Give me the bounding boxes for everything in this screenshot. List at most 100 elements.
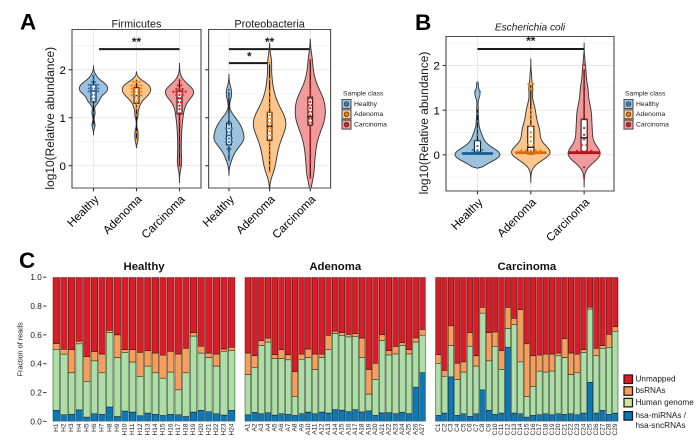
svg-text:A22: A22 bbox=[386, 423, 393, 435]
svg-text:2: 2 bbox=[59, 65, 65, 77]
svg-text:H6: H6 bbox=[91, 423, 98, 432]
svg-text:1: 1 bbox=[59, 113, 65, 125]
svg-text:Carcinoma: Carcinoma bbox=[636, 121, 669, 128]
svg-text:A18: A18 bbox=[359, 423, 366, 435]
svg-text:A26: A26 bbox=[412, 423, 419, 435]
svg-text:C14: C14 bbox=[517, 423, 524, 435]
svg-text:A2: A2 bbox=[251, 423, 258, 431]
svg-text:C27: C27 bbox=[599, 423, 606, 435]
svg-text:A10: A10 bbox=[305, 423, 312, 435]
svg-text:H3: H3 bbox=[68, 423, 75, 432]
svg-text:0: 0 bbox=[59, 161, 65, 173]
svg-text:C11: C11 bbox=[498, 423, 505, 435]
svg-text:C17: C17 bbox=[536, 423, 543, 435]
svg-text:A4: A4 bbox=[265, 423, 272, 431]
svg-text:C22: C22 bbox=[568, 423, 575, 435]
svg-text:A8: A8 bbox=[292, 423, 299, 431]
svg-text:Sample class: Sample class bbox=[343, 90, 384, 97]
svg-text:A12: A12 bbox=[318, 423, 325, 435]
svg-text:A11: A11 bbox=[312, 423, 319, 434]
svg-text:C21: C21 bbox=[561, 423, 568, 435]
svg-text:A17: A17 bbox=[352, 423, 359, 435]
svg-text:C3: C3 bbox=[448, 423, 455, 432]
svg-text:C29: C29 bbox=[612, 423, 619, 435]
svg-text:Healthy: Healthy bbox=[124, 261, 166, 273]
svg-text:B: B bbox=[415, 10, 431, 35]
svg-text:C28: C28 bbox=[606, 423, 613, 435]
svg-text:C5: C5 bbox=[460, 423, 467, 432]
svg-text:hsa-miRNAs /: hsa-miRNAs / bbox=[636, 411, 687, 420]
svg-text:Sample class: Sample class bbox=[625, 90, 666, 97]
svg-text:H23: H23 bbox=[221, 423, 228, 435]
svg-text:Adenoma: Adenoma bbox=[309, 261, 362, 273]
svg-text:Human genome: Human genome bbox=[636, 398, 695, 407]
svg-text:1.0: 1.0 bbox=[30, 273, 42, 282]
svg-text:H15: H15 bbox=[160, 423, 167, 435]
svg-text:H13: H13 bbox=[144, 423, 151, 435]
svg-text:H8: H8 bbox=[106, 423, 113, 432]
svg-text:A1: A1 bbox=[245, 423, 252, 431]
svg-text:H21: H21 bbox=[205, 423, 212, 435]
svg-text:C26: C26 bbox=[593, 423, 600, 435]
svg-text:Healthy: Healthy bbox=[636, 101, 660, 108]
svg-text:A24: A24 bbox=[399, 423, 406, 435]
svg-text:C10: C10 bbox=[492, 423, 499, 435]
svg-text:H7: H7 bbox=[99, 423, 106, 432]
svg-text:A19: A19 bbox=[365, 423, 372, 435]
svg-text:H14: H14 bbox=[152, 423, 159, 435]
svg-text:H5: H5 bbox=[83, 423, 90, 432]
svg-text:**: ** bbox=[265, 35, 275, 49]
svg-text:C18: C18 bbox=[542, 423, 549, 435]
svg-text:Fraction of reads: Fraction of reads bbox=[16, 322, 25, 377]
svg-text:hsa-sncRNAs: hsa-sncRNAs bbox=[636, 421, 686, 430]
svg-text:A23: A23 bbox=[392, 423, 399, 435]
svg-text:H20: H20 bbox=[198, 423, 205, 435]
svg-text:H19: H19 bbox=[190, 423, 197, 435]
svg-text:H12: H12 bbox=[137, 423, 144, 435]
svg-text:Healthy: Healthy bbox=[354, 101, 378, 108]
svg-text:H10: H10 bbox=[122, 423, 129, 435]
svg-text:*: * bbox=[247, 49, 252, 63]
svg-text:Firmicutes: Firmicutes bbox=[112, 18, 163, 30]
svg-text:C: C bbox=[19, 248, 35, 273]
svg-text:A5: A5 bbox=[271, 423, 278, 431]
svg-text:0.6: 0.6 bbox=[30, 331, 42, 340]
svg-text:C8: C8 bbox=[479, 423, 486, 432]
svg-text:0: 0 bbox=[433, 150, 439, 162]
svg-text:C13: C13 bbox=[511, 423, 518, 435]
svg-text:C2: C2 bbox=[441, 423, 448, 432]
svg-text:C16: C16 bbox=[530, 423, 537, 435]
svg-text:0.0: 0.0 bbox=[30, 417, 42, 426]
svg-text:A15: A15 bbox=[339, 423, 346, 435]
svg-text:C9: C9 bbox=[486, 423, 493, 432]
svg-text:A20: A20 bbox=[372, 423, 379, 435]
svg-text:H4: H4 bbox=[76, 423, 83, 432]
svg-text:C23: C23 bbox=[574, 423, 581, 435]
svg-text:C1: C1 bbox=[435, 423, 442, 432]
svg-text:C19: C19 bbox=[549, 423, 556, 435]
svg-text:1: 1 bbox=[433, 105, 439, 117]
svg-text:H24: H24 bbox=[228, 423, 235, 435]
svg-text:C15: C15 bbox=[523, 423, 530, 435]
svg-text:H17: H17 bbox=[175, 423, 182, 435]
svg-text:H18: H18 bbox=[183, 423, 190, 435]
svg-text:log10(Relative abundance): log10(Relative abundance) bbox=[417, 52, 431, 195]
svg-text:C20: C20 bbox=[555, 423, 562, 435]
svg-text:H2: H2 bbox=[61, 423, 68, 432]
svg-text:H1: H1 bbox=[53, 423, 60, 432]
svg-text:A16: A16 bbox=[345, 423, 352, 435]
svg-text:bsRNAs: bsRNAs bbox=[636, 386, 666, 395]
svg-text:A6: A6 bbox=[278, 423, 285, 431]
svg-text:0.4: 0.4 bbox=[30, 360, 42, 369]
svg-text:Proteobacteria: Proteobacteria bbox=[234, 18, 305, 30]
svg-text:2: 2 bbox=[433, 61, 439, 73]
svg-text:Escherichia coli: Escherichia coli bbox=[495, 22, 566, 33]
svg-text:log10(Relative abundance): log10(Relative abundance) bbox=[43, 47, 57, 190]
svg-text:**: ** bbox=[526, 34, 536, 48]
svg-text:A9: A9 bbox=[298, 423, 305, 431]
svg-text:A21: A21 bbox=[379, 423, 386, 435]
svg-text:A25: A25 bbox=[406, 423, 413, 435]
svg-text:C24: C24 bbox=[580, 423, 587, 435]
svg-text:0.2: 0.2 bbox=[30, 389, 42, 398]
svg-text:H22: H22 bbox=[213, 423, 220, 435]
